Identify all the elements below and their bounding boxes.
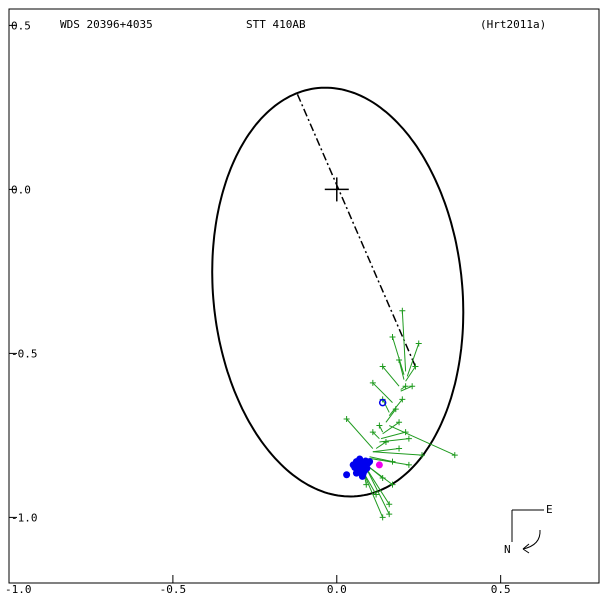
residual-line — [389, 425, 455, 456]
residual-line — [362, 471, 384, 518]
interferometric-point — [362, 457, 370, 465]
interferometric-point — [343, 471, 351, 479]
observation-point — [369, 379, 376, 386]
interferometric-point — [358, 472, 366, 480]
observation-point — [409, 383, 416, 390]
observation-point — [386, 501, 393, 508]
observation-point — [343, 416, 350, 422]
y-tick-label: -0.5 — [11, 347, 38, 360]
observation-point — [379, 514, 386, 521]
wds-identifier: WDS 20396+4035 — [60, 18, 153, 31]
residual-line — [406, 343, 420, 377]
x-tick-label: -0.5 — [160, 583, 187, 596]
interferometric-point — [349, 461, 357, 469]
residual-line — [375, 441, 387, 449]
pair-name: STT 410AB — [246, 18, 306, 31]
observation-point — [376, 422, 383, 429]
observation-point — [389, 481, 396, 488]
orbit-ellipse — [211, 86, 465, 498]
residual-line — [380, 431, 406, 440]
observation-point — [379, 363, 386, 370]
residual-line — [385, 408, 397, 423]
observation-point — [373, 491, 380, 498]
observation-point — [379, 475, 386, 482]
reference-code: (Hrt2011a) — [480, 18, 546, 31]
observation-point — [412, 363, 419, 370]
residual-line — [346, 418, 374, 449]
residual-line — [400, 385, 406, 390]
interferometric-point — [356, 466, 364, 474]
x-tick-label: -1.0 — [5, 583, 32, 596]
line-of-nodes — [296, 93, 417, 367]
residual-line — [382, 366, 400, 387]
x-tick-label: 0.0 — [327, 583, 347, 596]
interferometric-point — [375, 461, 383, 469]
east-label: E — [546, 503, 553, 516]
observation-point — [386, 511, 393, 518]
residual-line — [372, 382, 393, 403]
residual-line — [401, 310, 407, 372]
observation-point — [402, 383, 409, 390]
open-circle-point — [378, 398, 387, 407]
residual-line — [379, 438, 409, 443]
north-label: N — [504, 543, 511, 556]
observation-point — [396, 419, 403, 426]
observation-point — [415, 340, 422, 347]
observation-point — [369, 429, 376, 436]
plot-frame — [8, 8, 600, 584]
interferometric-point — [356, 455, 364, 463]
y-tick-label: -1.0 — [11, 511, 38, 524]
residual-line — [382, 421, 400, 435]
residual-line — [372, 431, 380, 440]
residual-line — [372, 451, 423, 456]
rotation-arrow-icon — [522, 529, 541, 550]
residual-line — [378, 425, 384, 433]
residual-line — [369, 457, 409, 466]
orientation-compass: E N — [504, 503, 553, 556]
observation-point — [451, 452, 458, 459]
y-tick-label: 0.0 — [11, 183, 31, 196]
observation-point — [405, 435, 412, 442]
residual-line — [369, 456, 393, 463]
x-tick-label: 0.5 — [491, 583, 511, 596]
residual-line — [398, 359, 405, 380]
residual-line — [392, 336, 405, 375]
observation-point — [382, 438, 389, 445]
residual-line — [405, 366, 416, 382]
residual-line — [400, 385, 413, 392]
observation-point — [396, 356, 403, 363]
observation-point — [399, 307, 406, 314]
observation-point — [399, 396, 406, 403]
arrowhead-icon — [522, 543, 530, 554]
residual-line — [372, 448, 400, 453]
observation-point — [396, 445, 403, 452]
residual-line — [382, 399, 390, 413]
residual-line — [365, 464, 393, 485]
residual-line — [365, 467, 390, 505]
observation-point — [405, 461, 412, 468]
observation-point — [389, 334, 396, 340]
observation-point — [419, 452, 425, 459]
residual-line — [365, 467, 390, 515]
y-tick-label: 0.5 — [11, 19, 31, 32]
interferometric-point — [354, 460, 362, 468]
observation-point — [392, 406, 399, 413]
